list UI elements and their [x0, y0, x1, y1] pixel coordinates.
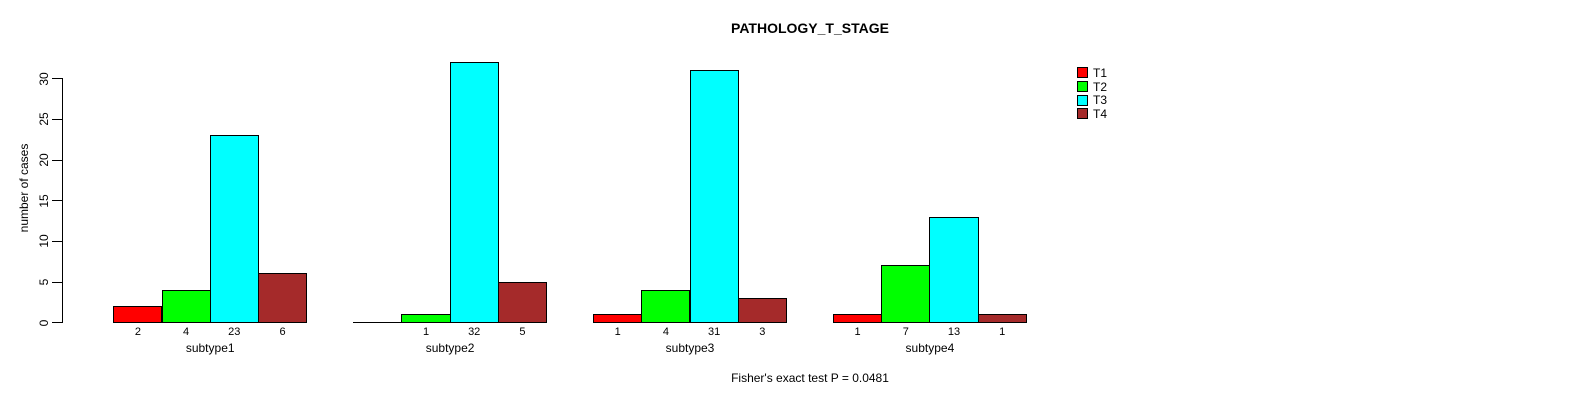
bar-value-label: 1: [422, 326, 430, 338]
bar-subtype2-T1-zero: [353, 322, 403, 324]
y-tick: [52, 281, 62, 283]
legend-swatch-T1: [1077, 67, 1088, 79]
bar-subtype1-T1: [113, 306, 163, 324]
legend: T1 T2 T3 T4: [1077, 66, 1107, 121]
bar-value-label: 4: [183, 326, 190, 338]
chart-title: PATHOLOGY_T_STAGE: [731, 20, 889, 36]
y-tick-label: 0: [37, 319, 51, 327]
legend-label: T2: [1093, 79, 1108, 94]
bar-value-label: 6: [279, 326, 286, 338]
y-axis-label: number of cases: [17, 143, 31, 233]
bar-subtype1-T4: [257, 273, 308, 324]
legend-item-T2: T2: [1077, 80, 1107, 94]
bar-subtype4-T3: [929, 216, 979, 324]
bar-subtype2-T4: [497, 281, 547, 324]
bar-subtype1-T3: [209, 135, 259, 324]
legend-swatch-T2: [1077, 81, 1088, 93]
bar-value-label: 4: [662, 326, 669, 338]
group-label-subtype4: subtype4: [905, 341, 955, 355]
group-label-subtype3: subtype3: [665, 341, 715, 355]
y-tick: [52, 322, 62, 324]
bar-value-label: 2: [134, 326, 141, 338]
legend-swatch-T3: [1077, 94, 1088, 106]
y-tick: [52, 159, 62, 161]
y-tick-label: 10: [37, 234, 51, 249]
bar-subtype2-T2: [401, 314, 451, 324]
legend-swatch-T4: [1077, 108, 1088, 120]
legend-item-T1: T1: [1077, 66, 1107, 80]
bar-subtype3-T1: [593, 314, 643, 324]
legend-label: T4: [1093, 106, 1108, 121]
bar-value-label: 1: [999, 326, 1006, 338]
bar-subtype4-T4: [977, 314, 1027, 324]
bar-subtype3-T2: [641, 289, 691, 324]
bar-value-label: 13: [947, 326, 961, 338]
bar-subtype4-T1: [833, 314, 883, 324]
bar-value-label: 1: [854, 326, 861, 338]
group-label-subtype1: subtype1: [185, 341, 235, 355]
legend-label: T1: [1093, 65, 1108, 80]
bar-value-label: 5: [519, 326, 526, 338]
bar-subtype4-T2: [881, 265, 931, 324]
bar-value-label: 31: [707, 326, 721, 338]
y-tick-label: 20: [37, 153, 51, 167]
legend-item-T4: T4: [1077, 107, 1107, 121]
bar-subtype3-T3: [689, 70, 739, 324]
bar-value-label: 3: [759, 326, 766, 338]
bar-value-label: 23: [228, 326, 241, 338]
y-tick-label: 15: [37, 194, 51, 208]
y-tick-label: 5: [37, 278, 51, 286]
y-tick: [52, 78, 62, 80]
legend-item-T3: T3: [1077, 93, 1107, 107]
bar-subtype2-T3: [449, 61, 499, 324]
y-tick: [52, 240, 62, 242]
y-tick-label: 25: [37, 112, 51, 127]
bar-value-label: 1: [614, 326, 621, 338]
y-tick: [52, 118, 62, 120]
group-label-subtype2: subtype2: [425, 341, 475, 355]
bar-subtype3-T4: [737, 297, 787, 324]
bar-value-label: 32: [468, 326, 481, 338]
fisher-test-annotation: Fisher's exact test P = 0.0481: [731, 371, 889, 385]
bar-subtype1-T2: [161, 289, 211, 324]
y-tick: [52, 200, 62, 202]
legend-label: T3: [1093, 93, 1108, 108]
y-axis-line: [62, 78, 63, 324]
y-tick-label: 30: [37, 72, 51, 86]
bar-value-label: 7: [902, 326, 909, 338]
